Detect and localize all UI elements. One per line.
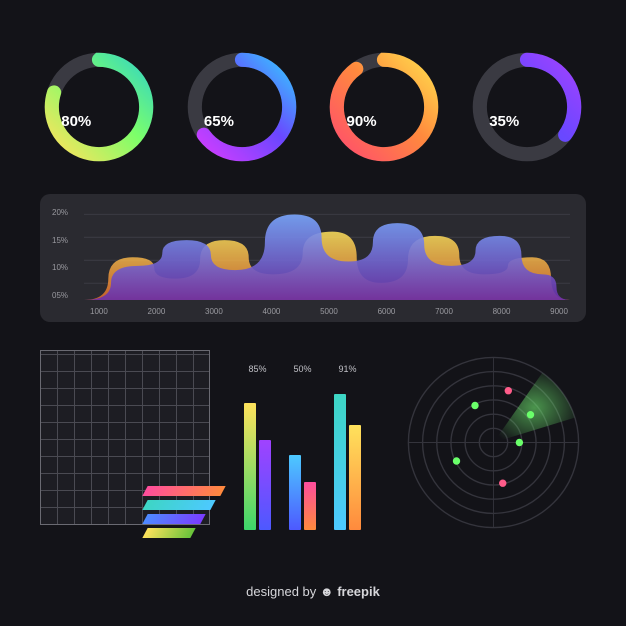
- bar-label: 50%: [293, 364, 311, 374]
- bar-group-row: 85% 50% 91%: [244, 350, 361, 530]
- donut-4: 35%: [468, 48, 586, 166]
- credit-brand: freepik: [337, 584, 380, 599]
- bar-group-1: 85%: [244, 364, 271, 530]
- y-tick: 15%: [52, 236, 68, 245]
- bar: [334, 394, 346, 531]
- bar: [244, 403, 256, 531]
- bar-label: 85%: [248, 364, 266, 374]
- credit-line: designed by ☻ freepik: [40, 584, 586, 599]
- area-x-axis: 1000 2000 3000 4000 5000 6000 7000 8000 …: [90, 307, 568, 316]
- donut-2: 65%: [183, 48, 301, 166]
- x-tick: 5000: [320, 307, 338, 316]
- bottom-row: 85% 50% 91%: [40, 350, 586, 550]
- donut-3: 90%: [325, 48, 443, 166]
- x-tick: 9000: [550, 307, 568, 316]
- y-tick: 05%: [52, 291, 68, 300]
- x-tick: 8000: [493, 307, 511, 316]
- grid-slab-stack: [145, 486, 223, 538]
- area-y-axis: 20% 15% 10% 05%: [52, 208, 68, 300]
- x-tick: 1000: [90, 307, 108, 316]
- radar-chart: [401, 350, 586, 535]
- bar: [304, 482, 316, 530]
- y-tick: 20%: [52, 208, 68, 217]
- donut-1-label: 80%: [61, 113, 91, 130]
- bar-label: 91%: [338, 364, 356, 374]
- credit-prefix: designed by: [246, 584, 320, 599]
- donut-3-label: 90%: [347, 113, 377, 130]
- bar: [259, 440, 271, 530]
- y-tick: 10%: [52, 263, 68, 272]
- x-tick: 2000: [148, 307, 166, 316]
- bar-group-2: 50%: [289, 364, 316, 530]
- x-tick: 3000: [205, 307, 223, 316]
- donut-2-label: 65%: [204, 113, 234, 130]
- x-tick: 4000: [263, 307, 281, 316]
- grid-panel: [40, 350, 210, 525]
- grid-slab: [142, 514, 205, 524]
- x-tick: 6000: [378, 307, 396, 316]
- bar-group-3: 91%: [334, 364, 361, 530]
- x-tick: 7000: [435, 307, 453, 316]
- grid-slab: [142, 528, 195, 538]
- donut-row: 80% 65% 90% 35%: [40, 48, 586, 166]
- area-series-purple: [84, 215, 570, 300]
- grid-slab: [142, 500, 215, 510]
- area-plot: [84, 206, 570, 300]
- area-chart-panel: 20% 15% 10% 05% 1000 2: [40, 194, 586, 322]
- grid-slab: [142, 486, 225, 496]
- bar: [349, 425, 361, 530]
- donut-4-label: 35%: [489, 113, 519, 130]
- bar: [289, 455, 301, 530]
- donut-1: 80%: [40, 48, 158, 166]
- freepik-icon: ☻: [320, 584, 337, 599]
